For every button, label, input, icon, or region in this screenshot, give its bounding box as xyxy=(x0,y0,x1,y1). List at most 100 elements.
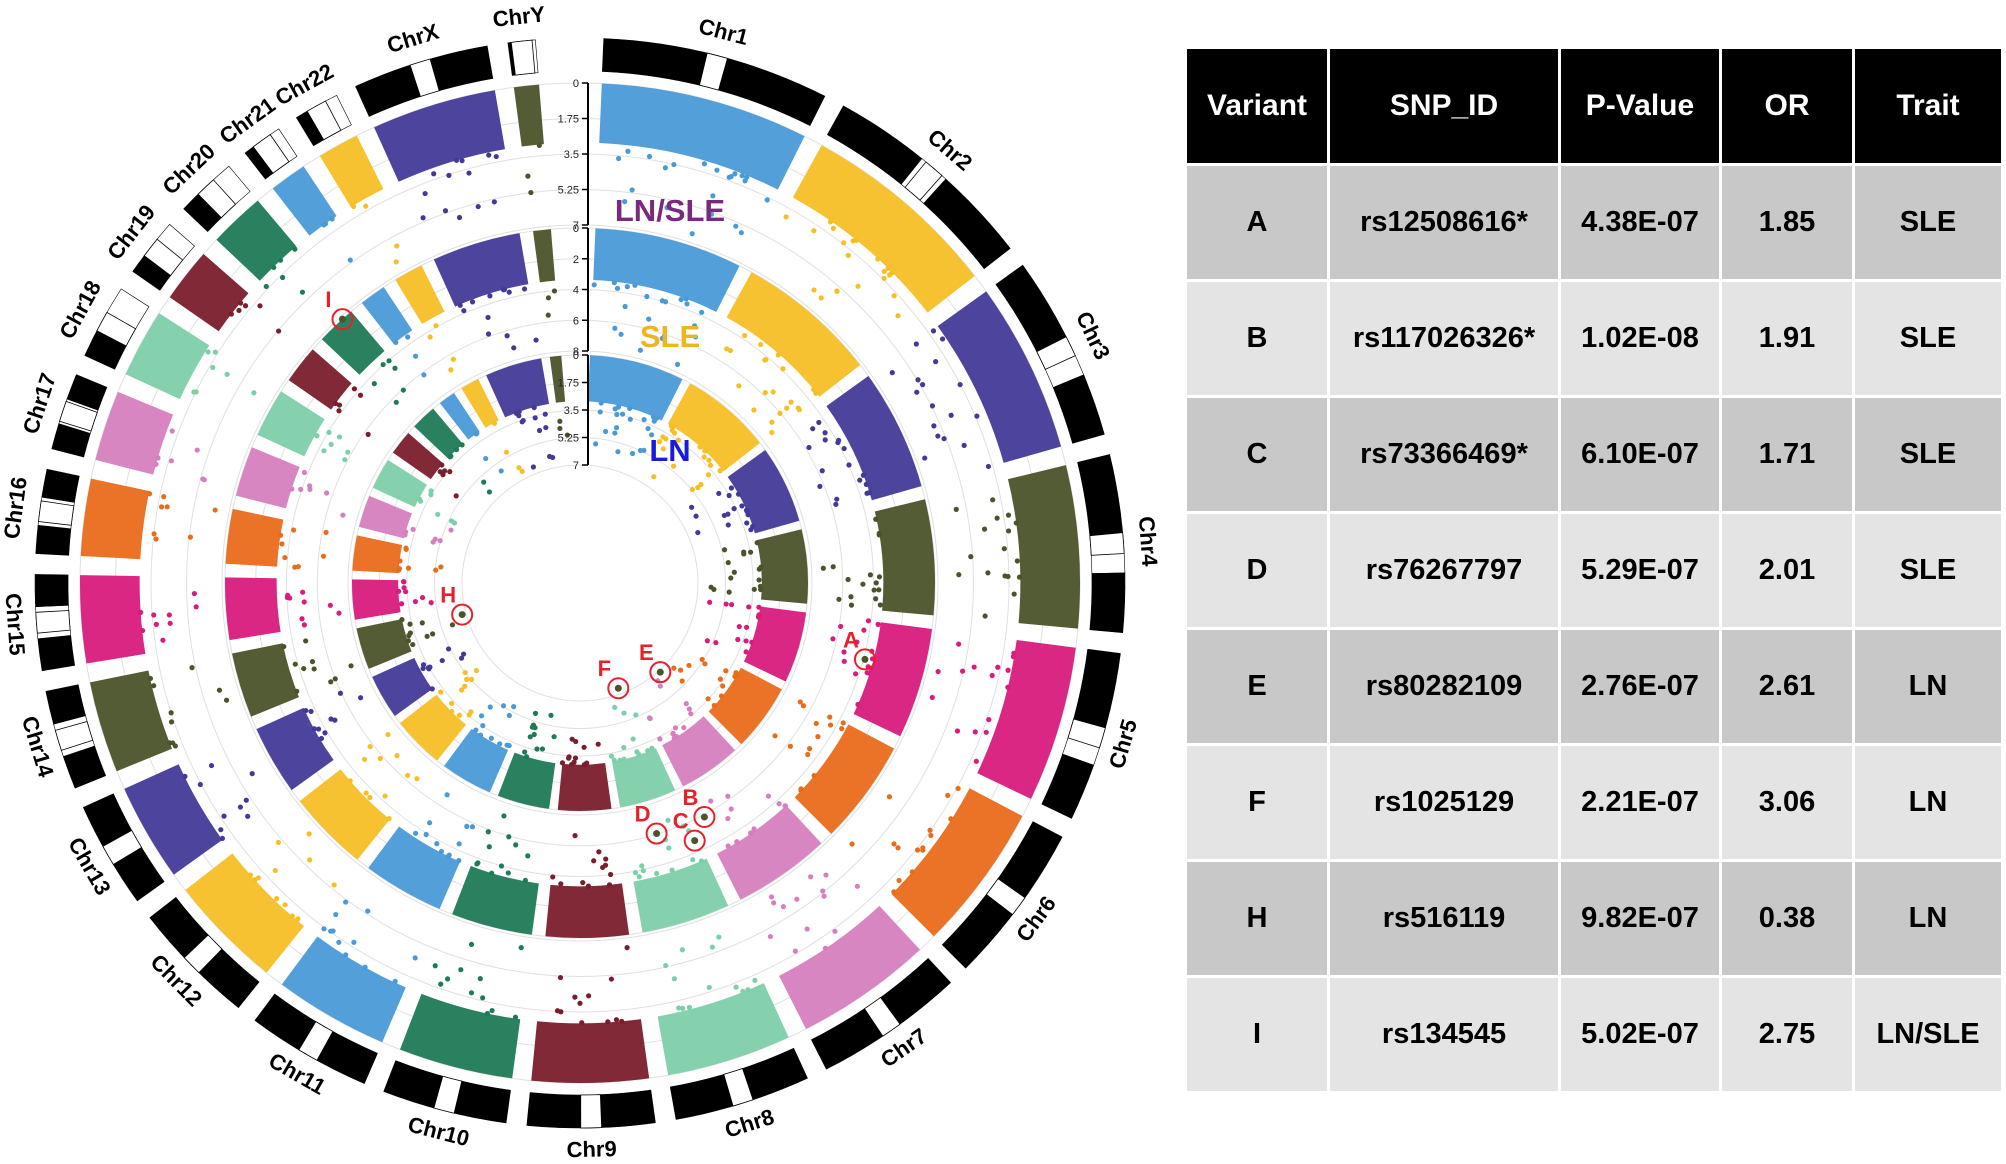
snp-point xyxy=(468,709,474,715)
snp-point xyxy=(446,172,452,178)
manhattan-band-chr20 xyxy=(216,200,297,281)
snp-point xyxy=(511,704,517,710)
snp-point xyxy=(428,600,434,606)
snp-point xyxy=(435,511,441,517)
ideogram-band xyxy=(1077,454,1117,491)
snp-point xyxy=(701,454,707,460)
track-ln-sle xyxy=(79,83,1080,1083)
snp-point xyxy=(721,512,727,519)
snp-point xyxy=(197,781,203,788)
chromosome-label: ChrY xyxy=(491,1,546,32)
snp-point xyxy=(438,564,444,570)
y-tick-label: 2 xyxy=(573,254,579,266)
cell-variant: F xyxy=(1187,746,1327,859)
snp-point xyxy=(519,468,525,474)
snp-point xyxy=(649,745,655,751)
chromosome-label: Chr8 xyxy=(722,1104,777,1143)
snp-point xyxy=(1005,684,1011,690)
ideogram-band xyxy=(526,1092,561,1128)
manhattan-band-chr18 xyxy=(125,313,210,400)
snp-point xyxy=(153,621,159,627)
snp-point xyxy=(485,829,491,835)
snp-point xyxy=(864,490,870,496)
snp-point xyxy=(318,735,325,742)
snp-point xyxy=(800,703,807,709)
snp-point xyxy=(840,720,846,726)
snp-point xyxy=(941,436,947,442)
ideogram-band xyxy=(1089,601,1125,634)
snp-point xyxy=(728,601,735,608)
ideogram-band xyxy=(785,83,826,126)
snp-point xyxy=(796,407,802,413)
snp-point xyxy=(671,161,677,168)
snp-point xyxy=(371,381,377,387)
snp-point xyxy=(405,334,411,340)
snp-point xyxy=(572,833,578,839)
snp-point xyxy=(282,902,288,908)
snp-point xyxy=(468,941,475,948)
snp-point xyxy=(545,295,552,301)
snp-point xyxy=(731,506,737,512)
snp-point xyxy=(708,798,714,804)
snp-point xyxy=(757,341,764,348)
manhattan-band-chry xyxy=(549,355,566,403)
snp-point xyxy=(857,477,863,483)
snp-point xyxy=(953,506,959,512)
ideogram-band xyxy=(941,922,989,969)
snp-point xyxy=(205,349,211,355)
manhattan-band-chr19 xyxy=(169,253,249,332)
snp-point xyxy=(461,308,467,314)
cell-or: 3.06 xyxy=(1722,746,1852,859)
snp-point xyxy=(817,483,823,490)
snp-point xyxy=(466,170,472,176)
manhattan-band-chr1 xyxy=(593,228,740,312)
snp-point xyxy=(336,434,343,440)
snp-point xyxy=(1005,528,1012,534)
snp-point xyxy=(876,587,882,593)
snp-point xyxy=(782,803,788,809)
snp-point xyxy=(532,710,539,716)
cell-trait: LN/SLE xyxy=(1855,978,2001,1091)
snp-point xyxy=(833,501,839,507)
snp-point xyxy=(445,976,451,982)
snp-point xyxy=(503,449,510,455)
column-header-snp-id: SNP_ID xyxy=(1330,49,1558,163)
snp-point xyxy=(365,431,371,438)
snp-point xyxy=(377,755,383,762)
snp-point xyxy=(688,711,694,717)
snp-point xyxy=(445,853,451,859)
snp-point xyxy=(193,604,199,610)
snp-point xyxy=(433,323,439,329)
snp-point xyxy=(200,476,206,482)
snp-point xyxy=(915,377,921,383)
snp-point xyxy=(469,299,476,305)
snp-point xyxy=(732,171,738,177)
snp-point xyxy=(191,590,197,597)
track-sle xyxy=(225,228,936,938)
snp-point xyxy=(871,587,877,593)
snp-point xyxy=(835,439,841,446)
snp-point xyxy=(486,489,493,495)
chromosome-label: Chr4 xyxy=(1134,515,1160,568)
snp-point xyxy=(311,666,317,672)
snp-point xyxy=(469,824,476,830)
snp-point xyxy=(816,419,822,426)
snp-point xyxy=(462,683,468,689)
manhattan-band-chr10 xyxy=(497,752,556,809)
snp-point xyxy=(891,841,897,847)
snp-point xyxy=(545,312,551,318)
snp-point xyxy=(743,624,750,630)
cell-p-value: 6.10E-07 xyxy=(1561,398,1719,511)
manhattan-band-chr22 xyxy=(461,378,499,428)
snp-point xyxy=(841,445,847,452)
variant-ring xyxy=(645,822,668,845)
snp-point xyxy=(237,804,244,810)
snp-point xyxy=(680,1005,686,1011)
snp-point xyxy=(491,420,498,426)
centromere xyxy=(252,134,290,174)
snp-point xyxy=(543,424,549,431)
centromere xyxy=(723,1068,754,1107)
snp-point xyxy=(513,842,519,848)
snp-point xyxy=(808,874,814,880)
snp-point xyxy=(403,589,409,595)
